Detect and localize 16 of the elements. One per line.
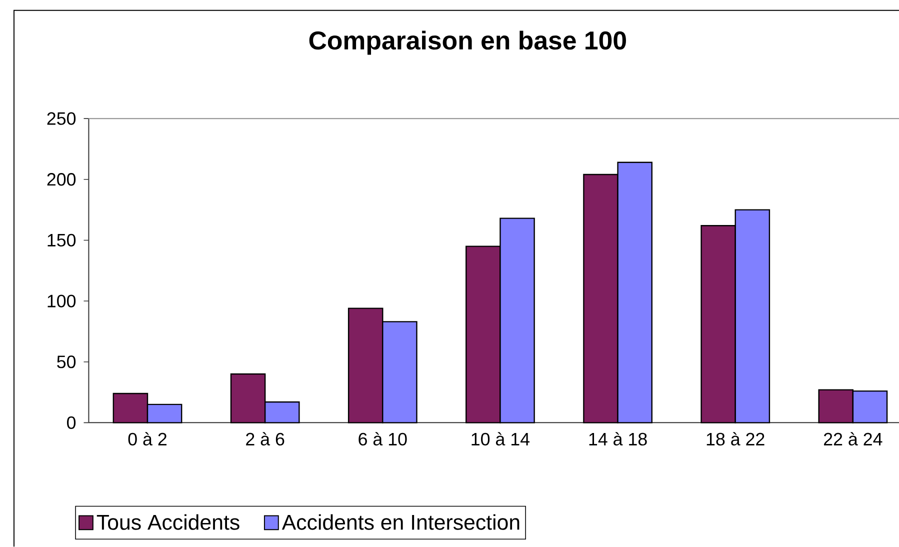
- x-tick-label: 22 à 24: [824, 432, 882, 446]
- x-tick-label: 14 à 18: [589, 432, 647, 446]
- x-tick-label: 10 à 14: [472, 432, 530, 446]
- y-tick-label: 50: [57, 356, 76, 368]
- x-tick-label: 6 à 10: [358, 432, 407, 446]
- y-tick-label: 100: [48, 294, 76, 308]
- chart-title: Comparaison en base 100: [309, 30, 626, 55]
- x-tick-label: 18 à 22: [706, 432, 764, 446]
- y-tick-label: 0: [67, 416, 76, 430]
- y-tick-label: 150: [48, 234, 76, 247]
- x-tick-label: 0 à 2: [128, 432, 166, 446]
- x-tick-label: 2 à 6: [246, 432, 284, 446]
- legend-label: Tous Accidents: [96, 514, 240, 530]
- y-tick-label: 250: [47, 112, 76, 126]
- legend-label: Accidents en Intersection: [282, 514, 520, 530]
- y-tick-label: 200: [47, 173, 76, 186]
